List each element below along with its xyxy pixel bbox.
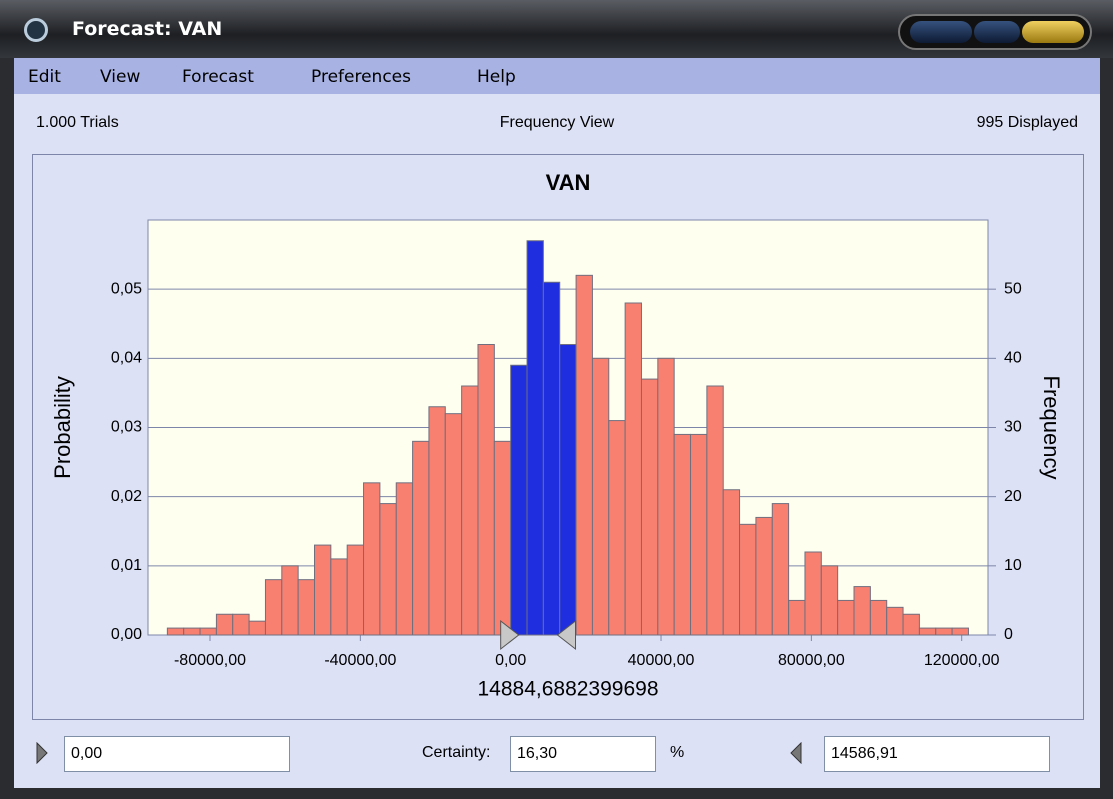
maximize-button[interactable] xyxy=(974,21,1020,43)
menu-bar: Edit View Forecast Preferences Help xyxy=(14,58,1100,94)
menu-item[interactable]: View xyxy=(100,67,141,87)
trials: 1.000 Trials xyxy=(36,114,119,131)
certainty-input[interactable]: 16,30 xyxy=(510,736,656,772)
chart-panel xyxy=(32,154,1084,720)
close-button[interactable] xyxy=(1022,21,1084,43)
app-icon xyxy=(24,18,48,42)
minimize-button[interactable] xyxy=(910,21,972,43)
upper-input[interactable]: 14586,91 xyxy=(824,736,1050,772)
menu-item[interactable]: Forecast xyxy=(182,67,254,87)
title-bar: Forecast: VAN xyxy=(0,0,1113,58)
menu-item[interactable]: Help xyxy=(477,67,516,87)
window-buttons xyxy=(898,14,1092,50)
certainty-label: Certainty: xyxy=(422,744,491,761)
upper-grabber-icon xyxy=(790,742,802,764)
view-name: Frequency View xyxy=(499,114,615,131)
window-body: 1.000 Trials Frequency View 995 Displaye… xyxy=(14,94,1100,788)
menu-item[interactable]: Preferences xyxy=(311,67,411,87)
percent-label: % xyxy=(670,744,685,761)
window-title: Forecast: VAN xyxy=(72,18,223,40)
displayed: 995 Displayed xyxy=(976,114,1078,131)
menu-item[interactable]: Edit xyxy=(28,67,61,87)
lower-grabber-icon xyxy=(36,742,48,764)
lower-input[interactable]: 0,00 xyxy=(64,736,290,772)
